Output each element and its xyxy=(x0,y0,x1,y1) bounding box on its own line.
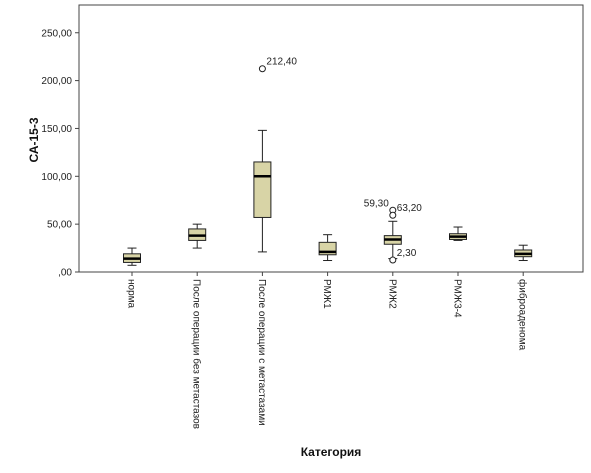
iqr-box xyxy=(253,161,272,218)
outlier-label: 59,30 xyxy=(364,198,389,209)
x-tick-label: фиброаденома xyxy=(517,279,529,351)
x-tick-label: После операции без метастазов xyxy=(191,279,203,429)
x-tick-label: После операции с метастазами xyxy=(256,279,267,426)
x-tick-label: РМЖ1 xyxy=(321,279,332,309)
box-3 xyxy=(253,129,272,253)
box-7 xyxy=(514,244,533,262)
plot-area xyxy=(78,4,584,273)
box-6 xyxy=(449,226,467,241)
x-tick-label: норма xyxy=(126,279,137,309)
x-axis-title: Категория xyxy=(301,445,362,459)
y-tick-label: 150,00 xyxy=(41,124,72,135)
outlier-point xyxy=(258,65,266,73)
x-tick-label: РМЖ3-4 xyxy=(452,279,463,318)
box-2 xyxy=(188,223,207,249)
y-tick-label: ,00 xyxy=(58,268,72,279)
box-1 xyxy=(123,247,141,266)
outlier-label: 63,20 xyxy=(397,203,422,214)
outlier-point xyxy=(389,256,397,264)
y-axis-ticks: ,00 50,00 100,00 150,00 200,00 250,00 xyxy=(41,28,79,279)
outlier-label: 2,30 xyxy=(397,248,417,259)
box-4 xyxy=(318,234,337,262)
y-axis-title: СА-15-3 xyxy=(27,117,41,162)
category-labels: норма После операции без метастазов После … xyxy=(126,272,529,429)
y-tick-label: 50,00 xyxy=(47,220,72,231)
outlier-label: 212,40 xyxy=(266,57,297,68)
y-tick-label: 100,00 xyxy=(41,172,72,183)
y-tick-label: 250,00 xyxy=(41,28,72,39)
y-tick-label: 200,00 xyxy=(41,76,72,87)
x-tick-label: РМЖ2 xyxy=(386,279,397,309)
outlier-points: 212,40 59,30 63,20 2,30 xyxy=(258,57,422,264)
outlier-point xyxy=(389,211,397,219)
